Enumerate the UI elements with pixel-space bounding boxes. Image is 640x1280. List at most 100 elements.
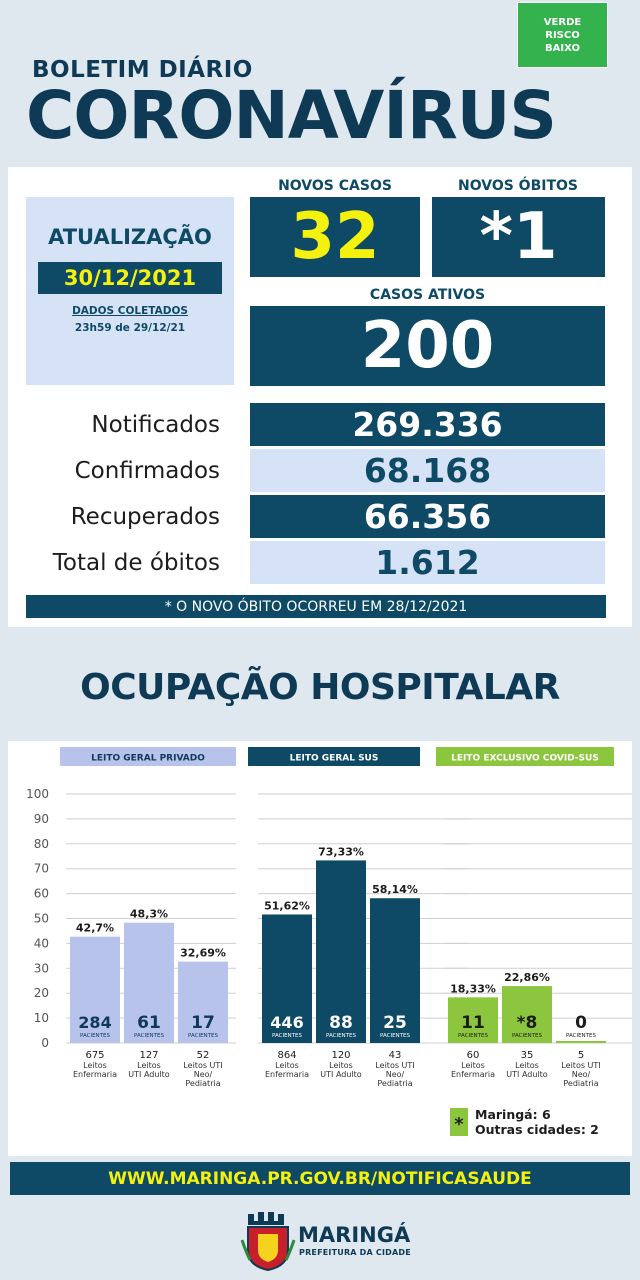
risk-line-2: RISCO: [545, 29, 580, 41]
bar-patients-label: PACIENTES: [80, 1033, 111, 1039]
bar-percent-label: 51,62%: [264, 899, 310, 912]
new-deaths-label: NOVOS ÓBITOS: [457, 178, 578, 194]
bar-percent-label: 58,14%: [372, 883, 418, 896]
bar-patient-count: 25: [383, 1013, 407, 1033]
footnote-line: Maringá: 6: [475, 1107, 551, 1122]
group-header-label: LEITO GERAL PRIVADO: [91, 754, 205, 764]
bar-patients-label: PACIENTES: [380, 1033, 411, 1039]
bar-patient-count: 17: [191, 1013, 215, 1033]
y-tick-label: 50: [34, 912, 49, 926]
bar: [316, 860, 366, 1043]
bar-category-label: Pediatria: [377, 1079, 412, 1088]
stat-label-confirmed: Confirmados: [74, 457, 220, 484]
bar-patient-count: 61: [137, 1013, 161, 1033]
bar-patients-label: PACIENTES: [272, 1033, 303, 1039]
bar: [262, 914, 312, 1043]
death-note: * O NOVO ÓBITO OCORREU EM 28/12/2021: [26, 595, 606, 618]
bar-category-label: Neo/: [572, 1070, 591, 1079]
hospital-occupancy-title: OCUPAÇÃO HOSPITALAR: [80, 667, 560, 708]
bar: [124, 922, 174, 1043]
city-coat-of-arms-icon: [240, 1212, 296, 1272]
group-header-label: LEITO EXCLUSIVO COVID-SUS: [451, 754, 599, 764]
data-collected-time: 23h59 de 29/12/21: [74, 322, 186, 334]
active-cases-value: 200: [250, 306, 605, 386]
data-collected-label: DADOS COLETADOS: [72, 305, 188, 317]
bed-capacity: 5: [578, 1050, 584, 1061]
bar-category-label: UTI Adulto: [320, 1070, 361, 1079]
bar-percent-label: 32,69%: [180, 947, 226, 960]
bar-patient-count: 446: [270, 1013, 303, 1032]
bar-patient-count: 284: [78, 1013, 111, 1032]
stat-label-notified: Notificados: [91, 411, 220, 438]
bar: [502, 986, 552, 1043]
group-header: [248, 747, 420, 766]
bar-patient-count: 0: [575, 1013, 587, 1033]
bar-percent-label: 73,33%: [318, 845, 364, 858]
bar-patients-label: PACIENTES: [188, 1033, 219, 1039]
y-tick-label: 100: [26, 787, 49, 801]
footnote-marker-box: [450, 1108, 468, 1136]
update-label: ATUALIZAÇÃO: [48, 225, 212, 249]
stat-label-deaths: Total de óbitos: [52, 549, 220, 576]
group-header: [60, 747, 236, 766]
bar-category-label: Leitos: [329, 1061, 353, 1070]
bed-capacity: 60: [467, 1050, 480, 1061]
stat-value-recovered: 66.356: [250, 495, 605, 538]
bed-capacity: 35: [521, 1050, 534, 1061]
bar-category-label: UTI Adulto: [506, 1070, 547, 1079]
risk-level-badge: VERDE RISCO BAIXO: [517, 2, 608, 68]
new-cases-value: 32: [250, 197, 420, 277]
footnote-marker: *: [454, 1114, 464, 1135]
bar-patient-count: *8: [517, 1013, 538, 1033]
bar-percent-label: 42,7%: [76, 922, 114, 935]
bar: [370, 898, 420, 1043]
bar-category-label: Enfermaria: [265, 1070, 309, 1079]
bar-category-label: Leitos: [137, 1061, 161, 1070]
bar-category-label: Leitos: [275, 1061, 299, 1070]
stat-value-notified: 269.336: [250, 403, 605, 446]
bulletin-subtitle: BOLETIM DIÁRIO: [32, 57, 253, 83]
stat-value-confirmed: 68.168: [250, 449, 605, 492]
bar-patient-count: 88: [329, 1013, 353, 1033]
bar-category-label: Leitos: [83, 1061, 107, 1070]
bar-category-label: Leitos UTI: [183, 1061, 222, 1070]
bar-percent-label: 22,86%: [504, 971, 550, 984]
bar-category-label: Leitos UTI: [561, 1061, 600, 1070]
y-tick-label: 30: [34, 961, 49, 975]
bar-category-label: Enfermaria: [451, 1070, 495, 1079]
stat-label-recovered: Recuperados: [70, 503, 220, 530]
bed-capacity: 120: [331, 1050, 350, 1061]
y-tick-label: 40: [34, 936, 49, 950]
bar-category-label: Pediatria: [563, 1079, 598, 1088]
new-deaths-value: *1: [432, 197, 605, 277]
bar-category-label: Enfermaria: [73, 1070, 117, 1079]
website-link[interactable]: WWW.MARINGA.PR.GOV.BR/NOTIFICASAUDE: [10, 1162, 630, 1195]
bed-capacity: 127: [139, 1050, 158, 1061]
bar-category-label: Leitos UTI: [375, 1061, 414, 1070]
bulletin-title: CORONAVÍRUS: [26, 77, 557, 154]
bar-patient-count: 11: [461, 1013, 485, 1033]
bar-patients-label: PACIENTES: [566, 1033, 597, 1039]
risk-line-1: VERDE: [543, 16, 582, 28]
city-name: MARINGÁ: [298, 1223, 411, 1247]
y-tick-label: 20: [34, 986, 49, 1000]
bar-category-label: Pediatria: [185, 1079, 220, 1088]
y-tick-label: 60: [34, 887, 49, 901]
active-cases-label: CASOS ATIVOS: [369, 287, 486, 303]
bar-patients-label: PACIENTES: [134, 1033, 165, 1039]
bar-percent-label: 48,3%: [130, 908, 168, 921]
bar-category-label: Leitos: [515, 1061, 539, 1070]
new-cases-label: NOVOS CASOS: [278, 178, 392, 194]
risk-line-3: BAIXO: [545, 42, 580, 54]
bar-category-label: UTI Adulto: [128, 1070, 169, 1079]
stat-value-deaths: 1.612: [250, 541, 605, 584]
y-tick-label: 10: [34, 1011, 49, 1025]
update-date: 30/12/2021: [38, 262, 222, 294]
footnote-line: Outras cidades: 2: [475, 1122, 599, 1137]
bar-category-label: Neo/: [386, 1070, 405, 1079]
bar-patients-label: PACIENTES: [458, 1033, 489, 1039]
group-header-label: LEITO GERAL SUS: [290, 754, 379, 764]
y-tick-label: 0: [41, 1036, 49, 1050]
bed-capacity: 675: [85, 1050, 104, 1061]
